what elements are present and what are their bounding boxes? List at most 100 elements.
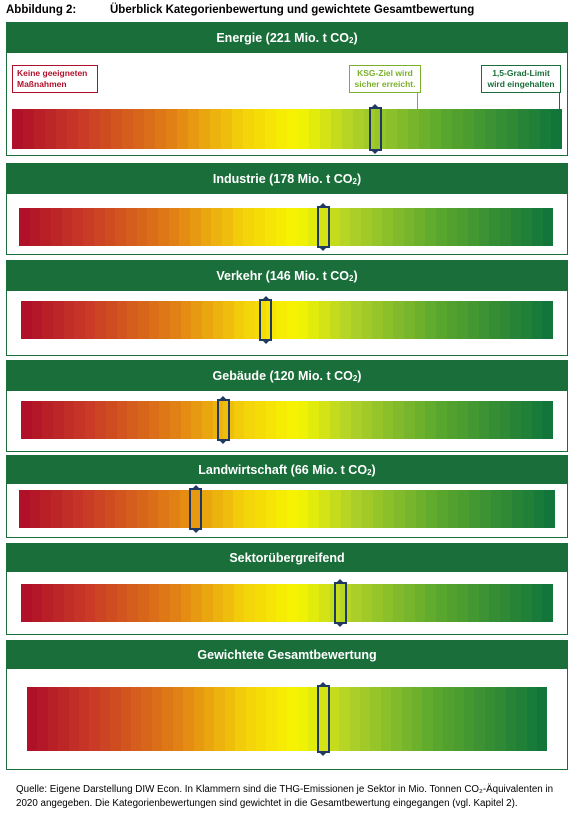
scale-segment bbox=[244, 301, 256, 339]
scale-segment bbox=[74, 584, 85, 622]
sector-header: Industrie (178 Mio. t CO2) bbox=[7, 164, 567, 194]
scale-segment bbox=[307, 208, 319, 246]
scale-segment bbox=[521, 208, 532, 246]
sector-header: Gebäude (120 Mio. t CO2) bbox=[7, 361, 567, 391]
scale-segment bbox=[95, 301, 107, 339]
scale-segment bbox=[63, 401, 75, 439]
scale-segment bbox=[51, 490, 62, 528]
scale-segment bbox=[83, 208, 94, 246]
co2-subscript: 2 bbox=[349, 274, 354, 283]
scale-segment bbox=[201, 584, 213, 622]
rating-scale-bar bbox=[19, 490, 555, 528]
sector-panel: Landwirtschaft (66 Mio. t CO2) bbox=[6, 455, 568, 538]
scale-segment bbox=[435, 208, 447, 246]
scale-segment bbox=[179, 490, 191, 528]
scale-segment bbox=[169, 301, 181, 339]
scale-segment bbox=[116, 401, 128, 439]
scale-segment bbox=[52, 401, 64, 439]
scale-segment bbox=[61, 208, 73, 246]
scale-segment bbox=[21, 401, 32, 439]
scale-segment bbox=[371, 208, 383, 246]
marker-top-arrow bbox=[336, 579, 345, 583]
co2-subscript: 2 bbox=[352, 177, 357, 186]
scale-segment bbox=[63, 301, 75, 339]
scale-segment bbox=[264, 208, 276, 246]
scale-segment bbox=[138, 301, 149, 339]
scale-segment bbox=[518, 109, 529, 149]
scale-segment bbox=[58, 687, 69, 751]
scale-segment bbox=[339, 208, 351, 246]
scale-segment bbox=[370, 687, 381, 751]
scale-segment bbox=[529, 109, 540, 149]
scale-segment bbox=[37, 687, 48, 751]
scale-segment bbox=[408, 109, 419, 149]
scale-segment bbox=[224, 687, 236, 751]
scale-segment bbox=[276, 584, 288, 622]
scale-segment bbox=[89, 109, 100, 149]
scale-segment bbox=[56, 109, 67, 149]
scale-segment bbox=[245, 687, 256, 751]
scale-segment bbox=[144, 109, 155, 149]
scale-segment bbox=[223, 301, 234, 339]
scale-segment bbox=[382, 301, 394, 339]
scale-segment bbox=[415, 490, 427, 528]
scale-segment bbox=[425, 208, 436, 246]
scale-segment bbox=[84, 584, 96, 622]
scale-segment bbox=[404, 301, 415, 339]
scale-segment bbox=[425, 401, 436, 439]
scale-segment bbox=[531, 584, 543, 622]
scale-segment bbox=[67, 109, 78, 149]
scale-segment bbox=[199, 109, 210, 149]
scale-segment bbox=[308, 301, 319, 339]
scale-segment bbox=[180, 401, 192, 439]
scale-segment bbox=[360, 687, 371, 751]
scale-segment bbox=[191, 584, 202, 622]
scale-segment bbox=[116, 301, 128, 339]
scale-segment bbox=[393, 208, 404, 246]
scale-segment bbox=[522, 490, 534, 528]
scale-segment bbox=[308, 490, 320, 528]
sector-header-text: Gewichtete Gesamtbewertung bbox=[197, 648, 377, 662]
scale-segment bbox=[340, 301, 351, 339]
scale-segment bbox=[31, 301, 43, 339]
scale-segment bbox=[200, 208, 212, 246]
scale-segment bbox=[40, 208, 52, 246]
scale-segment bbox=[447, 490, 459, 528]
scale-segment bbox=[414, 301, 426, 339]
scale-segment bbox=[441, 109, 452, 149]
scale-segment bbox=[19, 208, 30, 246]
scale-segment bbox=[361, 584, 373, 622]
scale-segment bbox=[351, 490, 362, 528]
scale-segment bbox=[478, 208, 490, 246]
scale-segment bbox=[190, 208, 201, 246]
scale-segment bbox=[422, 687, 433, 751]
rating-marker bbox=[259, 296, 273, 344]
scale-segment bbox=[212, 301, 224, 339]
scale-segment bbox=[222, 208, 233, 246]
scale-segment bbox=[275, 208, 287, 246]
scale-segment bbox=[495, 687, 506, 751]
scale-segment bbox=[138, 401, 149, 439]
scale-segment bbox=[350, 301, 362, 339]
scale-segment bbox=[521, 584, 532, 622]
sector-header-text: Energie (221 Mio. t CO bbox=[216, 31, 350, 45]
scale-segment bbox=[526, 687, 537, 751]
scale-segment bbox=[110, 687, 121, 751]
scale-segment bbox=[254, 490, 266, 528]
scale-segment bbox=[12, 109, 23, 149]
scale-segment bbox=[329, 301, 341, 339]
sector-header: Verkehr (146 Mio. t CO2) bbox=[7, 261, 567, 291]
scale-segment bbox=[287, 401, 298, 439]
scale-segment bbox=[329, 401, 341, 439]
scale-segment bbox=[489, 401, 500, 439]
callout-line: 1,5-Grad-Limit bbox=[492, 68, 550, 78]
scale-segment bbox=[361, 401, 373, 439]
scale-segment bbox=[136, 490, 148, 528]
scale-segment bbox=[372, 584, 383, 622]
marker-bottom-arrow bbox=[319, 247, 328, 251]
scale-segment bbox=[23, 109, 34, 149]
scale-segment bbox=[233, 401, 245, 439]
scale-segment bbox=[126, 490, 137, 528]
scale-segment bbox=[104, 208, 116, 246]
scale-segment bbox=[122, 109, 133, 149]
